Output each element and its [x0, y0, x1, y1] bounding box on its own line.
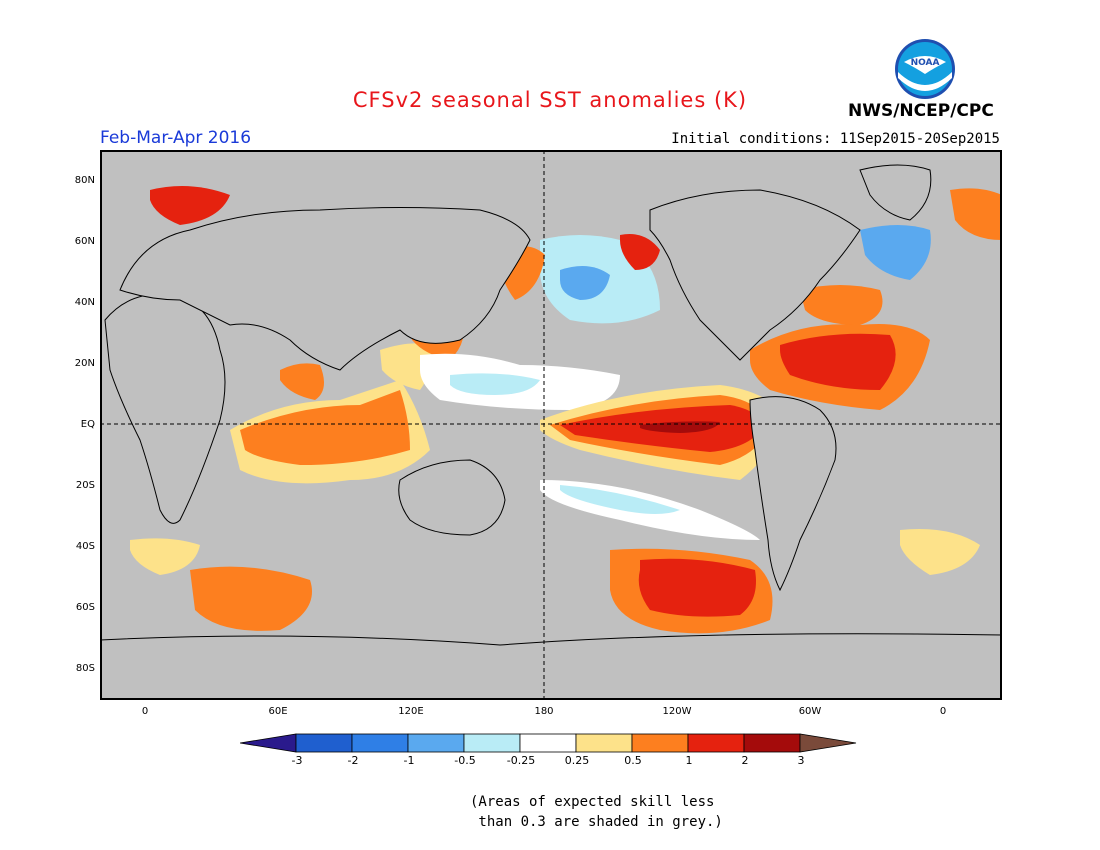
coastlines — [100, 164, 1002, 700]
colorbar-bin — [351, 733, 409, 753]
x-tick-180: 180 — [534, 706, 554, 717]
colorbar-label: -2 — [347, 754, 359, 767]
skill-note: (Areas of expected skill less than 0.3 a… — [470, 794, 723, 830]
colorbar-bin — [519, 733, 577, 753]
colorbar-bin — [407, 733, 465, 753]
map-frame — [100, 150, 1002, 700]
season-label: Feb-Mar-Apr 2016 — [100, 128, 252, 148]
colorbar-bin — [799, 733, 857, 753]
agency-label: NWS/NCEP/CPC — [848, 101, 994, 121]
x-tick-120w: 120W — [662, 706, 692, 717]
colorbar-bin — [631, 733, 689, 753]
noaa-logo-icon: NOAA — [894, 38, 956, 100]
colorbar-label: 2 — [741, 754, 749, 767]
chart-title: CFSv2 seasonal SST anomalies (K) — [352, 88, 748, 112]
logo-text: NOAA — [911, 58, 940, 68]
y-tick-20n: 20N — [74, 358, 95, 369]
colorbar — [240, 733, 857, 753]
colorbar-label: 3 — [797, 754, 805, 767]
colorbar-label: 0.25 — [564, 754, 590, 767]
colorbar-bin — [575, 733, 633, 753]
y-tick-eq: EQ — [80, 419, 95, 430]
y-tick-80s: 80S — [75, 663, 95, 674]
y-tick-40s: 40S — [75, 541, 95, 552]
x-tick-120e: 120E — [398, 706, 424, 717]
colorbar-label: 1 — [685, 754, 693, 767]
x-tick-0-east: 0 — [939, 706, 947, 717]
colorbar-label: 0.5 — [624, 754, 642, 767]
colorbar-bin — [463, 733, 521, 753]
sst-anomaly-map — [100, 150, 1002, 700]
colorbar-label: -0.25 — [506, 754, 536, 767]
x-tick-60e: 60E — [268, 706, 288, 717]
colorbar-bin — [743, 733, 801, 753]
initial-conditions-label: Initial conditions: 11Sep2015-20Sep2015 — [671, 131, 1000, 147]
y-tick-40n: 40N — [74, 297, 95, 308]
y-tick-60s: 60S — [75, 602, 95, 613]
x-tick-60w: 60W — [798, 706, 822, 717]
colorbar-label: -3 — [291, 754, 303, 767]
y-tick-80n: 80N — [74, 175, 95, 186]
colorbar-bin — [295, 733, 353, 753]
colorbar-bin — [687, 733, 745, 753]
y-tick-20s: 20S — [75, 480, 95, 491]
colorbar-bin — [240, 733, 297, 753]
colorbar-label: -0.5 — [454, 754, 476, 767]
colorbar-label: -1 — [403, 754, 415, 767]
y-tick-60n: 60N — [74, 236, 95, 247]
x-tick-0: 0 — [141, 706, 149, 717]
